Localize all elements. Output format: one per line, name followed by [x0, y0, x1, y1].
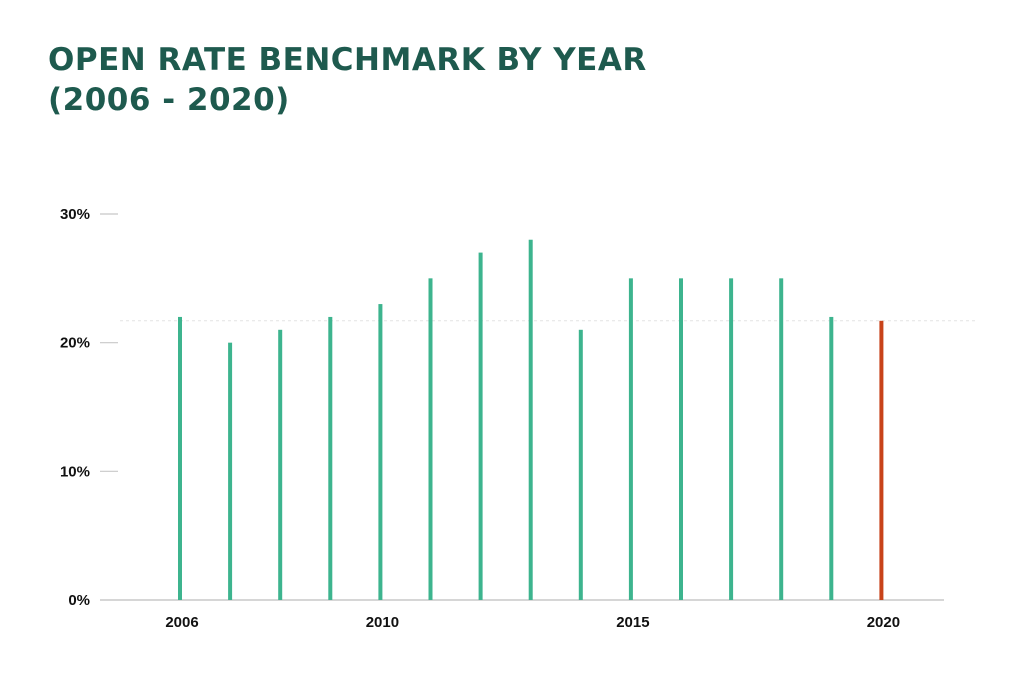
bar-2009 [328, 316, 333, 600]
bar-2006 [178, 316, 182, 600]
y-tick-label: 20% [60, 335, 90, 352]
bar-2017 [729, 278, 734, 600]
chart-title-line-2: (2006 - 2020) [48, 82, 290, 118]
bar-2019 [829, 316, 834, 600]
chart-axes [100, 213, 975, 601]
bar-2016 [679, 278, 683, 600]
bar-2007 [228, 342, 233, 600]
bar-2010 [378, 304, 383, 600]
bar-2013 [528, 239, 533, 600]
bar-2015 [628, 278, 633, 600]
chart-tick-labels: 0% 10% 20% 30% 2006 2010 2015 2020 [60, 206, 900, 631]
chart-title: OPEN RATE BENCHMARK BY YEAR (2006 - 2020… [48, 40, 647, 120]
y-tick-label: 10% [60, 463, 90, 480]
chart-title-line-1: OPEN RATE BENCHMARK BY YEAR [48, 42, 647, 78]
y-tick-label: 30% [60, 206, 90, 223]
bar-2011 [428, 278, 433, 600]
bar-2012 [478, 252, 483, 600]
x-tick-label: 2020 [867, 614, 900, 631]
bar-2018 [779, 278, 784, 600]
x-tick-label: 2015 [616, 614, 649, 631]
x-tick-label: 2006 [165, 614, 198, 631]
bar-2020 [879, 320, 884, 600]
chart-bars [178, 239, 884, 600]
x-tick-label: 2010 [366, 614, 399, 631]
y-tick-label: 0% [68, 592, 90, 609]
bar-2008 [278, 329, 283, 600]
bar-2014 [578, 329, 583, 600]
